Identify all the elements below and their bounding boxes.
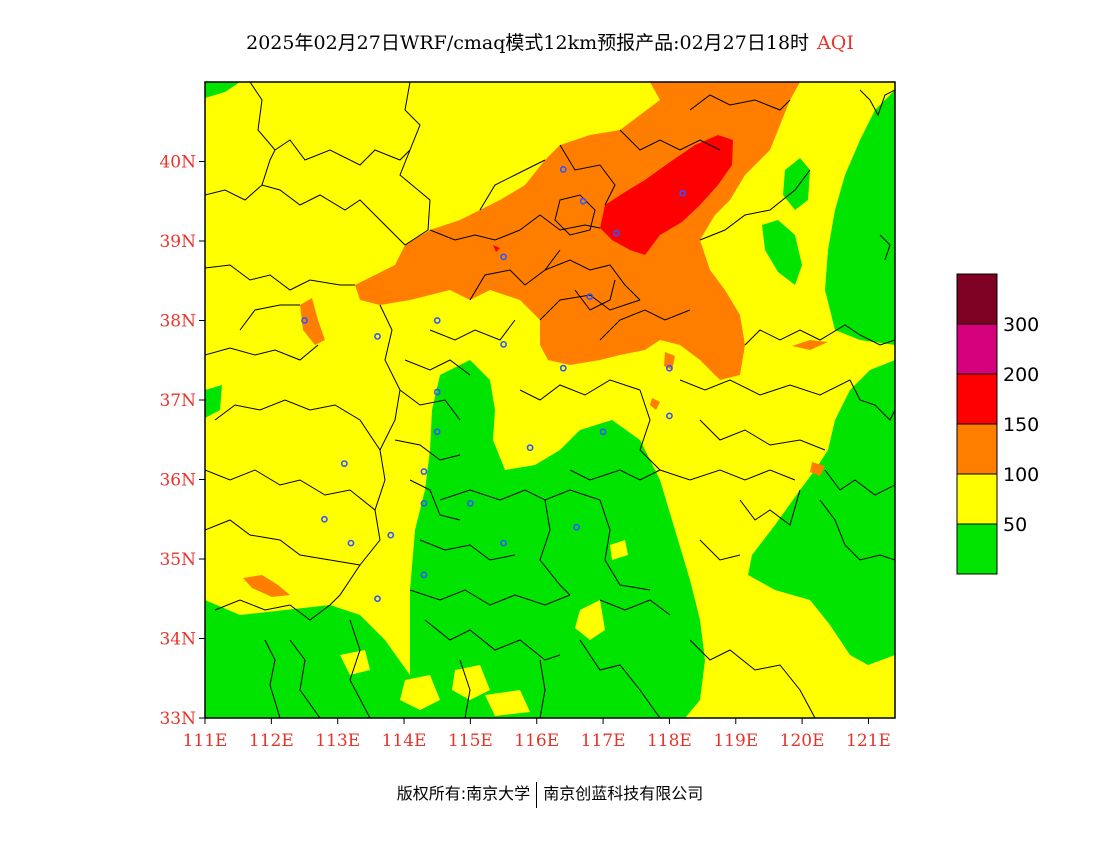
aqi-zone-yellow-south-patches: [340, 540, 628, 716]
aqi-zone-orange-southwest-patch: [243, 575, 290, 597]
footer-company: 南京创蓝科技有限公司: [543, 784, 704, 803]
city-markers: [301, 166, 687, 603]
city-marker: [433, 388, 441, 396]
lat-tick-label: 39N: [159, 232, 196, 252]
lon-tick-label: 117E: [581, 731, 626, 751]
city-marker: [321, 515, 328, 523]
city-marker: [301, 317, 308, 324]
city-marker: [374, 332, 381, 340]
legend-swatch: [956, 523, 998, 575]
city-marker: [666, 412, 673, 420]
city-marker: [387, 531, 395, 539]
city-marker: [420, 571, 428, 579]
city-marker: [526, 444, 534, 452]
city-marker: [466, 499, 474, 507]
lon-tick-label: 115E: [448, 731, 493, 751]
aqi-zone-green-east: [825, 90, 895, 345]
lat-tick-label: 36N: [159, 471, 196, 491]
city-marker: [612, 229, 620, 237]
legend-label: 150: [1003, 414, 1039, 436]
lon-tick-label: 112E: [249, 731, 294, 751]
latitude-axis: 33N 34N 35N 36N 37N 38N 39N 40N: [159, 153, 205, 729]
legend-swatch: [956, 273, 998, 325]
legend-swatch: [956, 423, 998, 475]
longitude-axis: 111E 112E 113E 114E 115E 116E 117E 118E 119E 120E…: [183, 718, 891, 751]
city-marker: [559, 166, 567, 173]
city-marker: [420, 468, 428, 475]
city-marker: [433, 317, 441, 324]
footer-separator: [536, 781, 538, 808]
footer-copyright: 版权所有:南京大学: [396, 784, 531, 803]
copyright-footer: 版权所有:南京大学 南京创蓝科技有限公司: [0, 780, 1100, 808]
aqi-zone-green-northwest: [205, 82, 240, 98]
aqi-field: [205, 82, 895, 718]
lon-tick-label: 111E: [183, 731, 228, 751]
lon-tick-label: 116E: [514, 731, 559, 751]
lat-tick-label: 35N: [159, 550, 196, 570]
lat-tick-label: 33N: [159, 709, 196, 729]
legend-swatch: [956, 373, 998, 425]
lon-tick-label: 119E: [713, 731, 758, 751]
aqi-legend: 50 100 150 200 300: [956, 273, 1039, 575]
city-marker: [347, 539, 355, 547]
city-marker: [573, 523, 580, 531]
legend-swatch: [956, 473, 998, 525]
city-marker: [666, 364, 673, 372]
city-marker: [374, 595, 381, 603]
lat-tick-label: 34N: [159, 630, 196, 650]
aqi-zone-green-east-islands: [762, 158, 810, 285]
title-main: 2025年02月27日WRF/cmaq模式12km预报产品:02月27日18时: [246, 32, 810, 54]
city-marker: [586, 293, 594, 301]
lon-tick-label: 118E: [647, 731, 692, 751]
lon-tick-label: 113E: [315, 731, 360, 751]
lat-tick-label: 40N: [159, 153, 196, 173]
lat-tick-label: 38N: [159, 312, 196, 332]
title-variable: AQI: [817, 32, 854, 54]
aqi-zone-green-coast: [748, 360, 895, 665]
aqi-zone-orange-east-patch: [650, 340, 828, 476]
lon-tick-label: 120E: [780, 731, 825, 751]
legend-label: 200: [1003, 364, 1039, 386]
city-marker: [500, 253, 507, 261]
lon-tick-label: 121E: [846, 731, 891, 751]
city-marker: [500, 340, 507, 348]
city-marker: [433, 428, 441, 436]
admin-boundaries: [205, 82, 895, 718]
aqi-zone-orange-west-patch: [300, 298, 325, 345]
city-marker: [559, 364, 567, 372]
aqi-zone-green-west: [205, 385, 222, 418]
aqi-zone-red-tianjin: [600, 135, 733, 255]
legend-label: 100: [1003, 464, 1039, 486]
city-marker: [679, 189, 687, 197]
map-title: 2025年02月27日WRF/cmaq模式12km预报产品:02月27日18时 A…: [0, 28, 1100, 55]
legend-swatch: [956, 323, 998, 375]
lat-tick-label: 37N: [159, 391, 196, 411]
city-marker: [500, 539, 507, 547]
aqi-zone-red-small: [493, 245, 500, 252]
legend-label: 50: [1003, 514, 1027, 536]
city-marker: [579, 197, 587, 205]
lon-tick-label: 114E: [382, 731, 427, 751]
city-marker: [340, 460, 348, 467]
city-marker: [599, 428, 607, 436]
city-marker: [420, 499, 428, 507]
legend-label: 300: [1003, 314, 1039, 336]
